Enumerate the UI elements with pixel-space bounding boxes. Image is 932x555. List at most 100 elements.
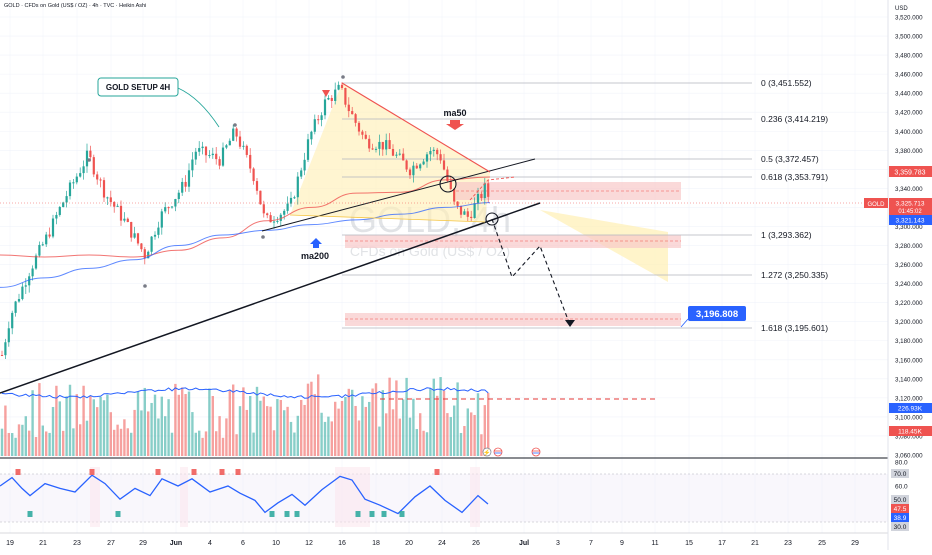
candle-body[interactable] [89,150,92,158]
heikin-ashi-candles[interactable] [0,81,490,360]
volume-bar[interactable] [99,396,102,456]
candle-body[interactable] [405,160,408,170]
volume-bar[interactable] [449,417,452,456]
candle-body[interactable] [266,213,269,216]
volume-bar[interactable] [184,394,187,456]
candle-body[interactable] [347,104,350,112]
candle-body[interactable] [422,161,425,165]
candle-body[interactable] [194,151,197,160]
candle-body[interactable] [245,145,248,155]
channel-lower-trendline[interactable] [261,158,536,232]
volume-bar[interactable] [425,432,429,456]
volume-bar[interactable] [453,405,456,456]
rsi-line[interactable] [0,474,489,515]
candle-body[interactable] [402,153,405,161]
candle-body[interactable] [473,203,476,219]
candle-body[interactable] [225,145,228,148]
volume-bar[interactable] [79,424,82,456]
volume-bar[interactable] [276,399,279,456]
volume-bar[interactable] [136,391,140,456]
candle-body[interactable] [238,136,242,147]
volume-bar[interactable] [75,394,78,456]
rsi-50-badge[interactable] [891,495,909,504]
candle-body[interactable] [255,181,259,191]
volume-bar[interactable] [402,399,405,456]
volume-bar[interactable] [167,399,170,456]
candle-body[interactable] [439,154,442,161]
candle-body[interactable] [446,169,449,181]
volume-bar[interactable] [198,430,201,456]
candle-body[interactable] [364,134,367,139]
volume-bar[interactable] [21,424,24,456]
candle-body[interactable] [123,218,126,221]
volume-bar[interactable] [259,400,262,456]
volume-bar[interactable] [82,385,85,456]
volume-bar[interactable] [354,405,357,456]
volume-bar[interactable] [381,390,384,456]
candle-body[interactable] [351,111,354,115]
candle-body[interactable] [259,190,262,205]
candle-body[interactable] [191,159,194,171]
volume-bar[interactable] [398,418,401,456]
volume-bar[interactable] [218,416,221,456]
volume-bar[interactable] [344,397,347,456]
us-flag-icon[interactable] [531,447,541,457]
volume-bar[interactable] [245,409,248,456]
volume-bar[interactable] [31,390,34,456]
volume-bar[interactable] [38,383,41,456]
volume-bar[interactable] [72,428,75,456]
candle-body[interactable] [65,196,68,203]
ma50-line[interactable] [0,176,491,258]
volume-bar[interactable] [201,437,204,456]
volume-bar[interactable] [388,377,391,456]
volume-bar[interactable] [262,396,265,456]
candle-body[interactable] [82,166,85,174]
candle-body[interactable] [463,211,466,215]
volume-bar[interactable] [439,377,442,456]
candle-body[interactable] [487,183,490,197]
volume-bar[interactable] [160,396,163,456]
us-flag-icon[interactable] [493,447,503,457]
volume-bar[interactable] [17,424,21,456]
volume-bar[interactable] [238,406,242,456]
volume-bar[interactable] [303,404,306,456]
symbol-header[interactable]: GOLD · CFDs on Gold (US$ / OZ) · 4h · TV… [4,3,147,9]
candle-body[interactable] [126,218,129,222]
candle-body[interactable] [395,154,398,156]
volume-bar[interactable] [487,392,490,456]
volume-bar[interactable] [133,409,136,456]
volume-bar[interactable] [432,378,435,456]
price-axis[interactable]: 3,060.000 3,080.000 3,100.000 3,120.000 3,14… [895,15,923,460]
volume-bar[interactable] [255,386,259,456]
candle-body[interactable] [160,211,163,228]
candle-body[interactable] [208,155,211,157]
candle-body[interactable] [235,128,238,137]
candle-body[interactable] [204,146,208,156]
candle-body[interactable] [320,115,323,120]
volume-bar[interactable] [347,388,350,456]
volume-bar[interactable] [215,431,218,456]
volume-bar[interactable] [68,384,72,456]
candle-body[interactable] [153,234,157,237]
candle-body[interactable] [17,299,21,302]
candle-body[interactable] [106,197,109,199]
volume-bar[interactable] [221,437,225,456]
candle-body[interactable] [174,199,177,207]
candle-body[interactable] [119,205,123,221]
volume-bar[interactable] [446,413,449,456]
candle-body[interactable] [85,150,89,167]
volume-bar[interactable] [181,387,184,456]
volume-bar[interactable] [109,412,112,456]
volume-bar[interactable] [235,434,238,456]
candle-body[interactable] [228,140,231,146]
candle-body[interactable] [300,170,303,177]
volume-bar[interactable] [476,393,480,456]
candle-body[interactable] [211,153,214,156]
candle-body[interactable] [483,183,486,199]
candle-body[interactable] [0,355,4,357]
candle-body[interactable] [385,140,388,150]
candle-body[interactable] [466,211,469,217]
volume-bar[interactable] [228,389,231,456]
volume-bar[interactable] [364,406,367,456]
volume-bar[interactable] [130,432,133,456]
